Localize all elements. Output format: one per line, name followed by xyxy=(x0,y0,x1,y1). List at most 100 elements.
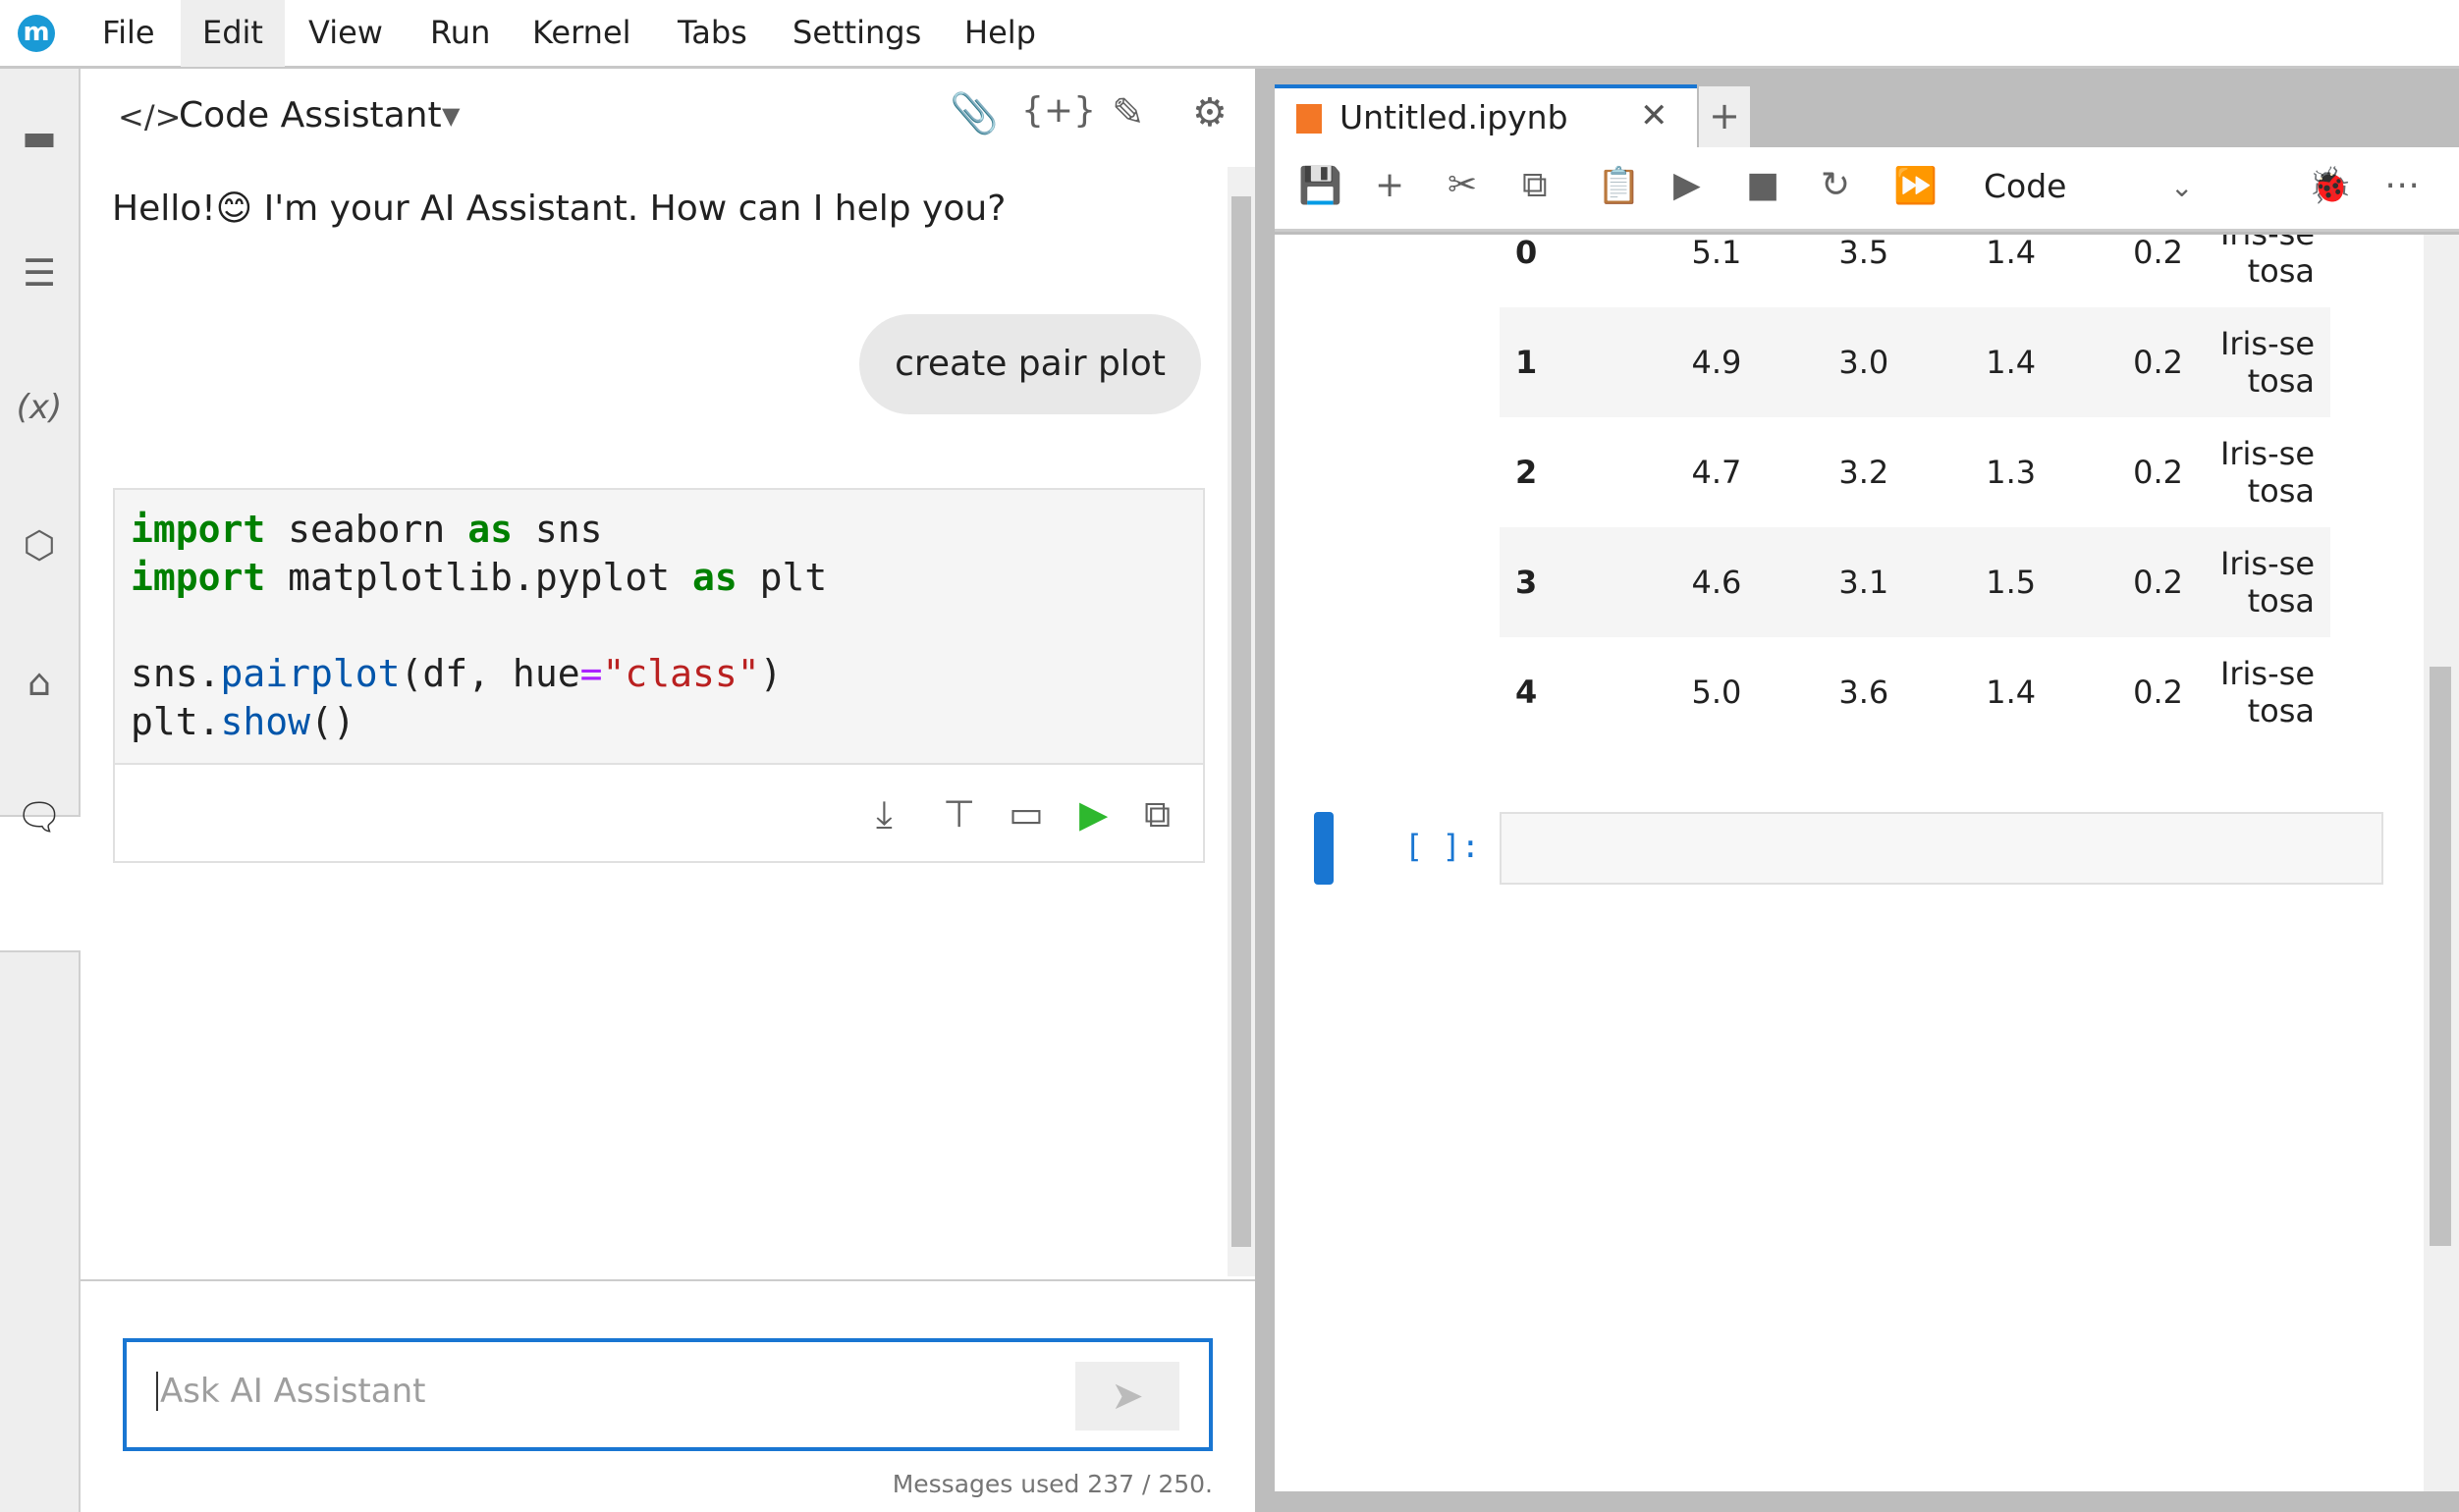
code-icon: </> xyxy=(118,98,182,135)
table-cell: 3.5 xyxy=(1838,235,1889,271)
notebook-toolbar: 💾 + ✂ ⧉ 📋 ▶ ■ ↻ ⏩ Code ⌄ 🐞 ⋯ xyxy=(1275,147,2459,232)
dataframe-table: 0 5.1 3.5 1.4 0.2 Iris-setosa 1 4.9 3.0 1.4 0.2 Iri… xyxy=(1500,235,2330,747)
send-button[interactable]: ➤ xyxy=(1075,1362,1179,1431)
table-row: 3 4.6 3.1 1.5 0.2 Iris-setosa xyxy=(1500,527,2330,637)
chat-input-placeholder: Ask AI Assistant xyxy=(156,1372,425,1411)
code-cell-input[interactable] xyxy=(1500,812,2383,885)
new-chat-icon[interactable]: ✎ xyxy=(1112,90,1145,135)
menu-settings[interactable]: Settings xyxy=(792,14,922,51)
table-row: 4 5.0 3.6 1.4 0.2 Iris-setosa xyxy=(1500,637,2330,747)
active-cell-marker xyxy=(1314,812,1334,885)
replace-cell-icon[interactable]: ▭ xyxy=(1009,792,1044,836)
row-index: 0 xyxy=(1515,235,1538,271)
table-cell: 1.3 xyxy=(1986,454,2037,491)
insert-above-icon[interactable]: ⊤ xyxy=(943,792,976,836)
code-content: import seaborn as sns import matplotlib.… xyxy=(131,508,828,743)
code-block: import seaborn as sns import matplotlib.… xyxy=(113,488,1205,863)
row-index: 4 xyxy=(1515,674,1538,711)
table-cell: Iris-setosa xyxy=(2219,545,2315,620)
table-cell: 4.6 xyxy=(1691,564,1742,601)
row-index: 3 xyxy=(1515,564,1538,601)
menu-edit[interactable]: Edit xyxy=(181,0,285,67)
chat-icon[interactable]: 🗨 xyxy=(15,795,64,838)
gear-icon[interactable]: ⚙ xyxy=(1192,90,1228,135)
copy-cell-icon[interactable]: ⧉ xyxy=(1522,165,1548,205)
chat-scrollbar-thumb[interactable] xyxy=(1231,196,1251,1247)
cell-prompt: [ ]: xyxy=(1404,828,1481,865)
variables-icon[interactable]: (x) xyxy=(16,388,63,427)
notebook-panel: Untitled.ipynb ✕ + 💾 + ✂ ⧉ 📋 ▶ ■ ↻ ⏩ Cod… xyxy=(1275,84,2459,1512)
app-logo: m xyxy=(18,15,55,52)
table-cell: 0.2 xyxy=(2133,564,2183,601)
divider xyxy=(81,1279,1255,1281)
folder-icon[interactable]: ▬ xyxy=(22,116,57,159)
extension-icon[interactable]: ⬡ xyxy=(23,523,56,567)
list-icon[interactable]: ☰ xyxy=(22,251,57,295)
menu-kernel[interactable]: Kernel xyxy=(532,14,631,51)
attach-icon[interactable]: 📎 xyxy=(950,91,999,136)
add-cell-icon[interactable]: + xyxy=(1375,165,1405,205)
table-cell: 4.7 xyxy=(1691,454,1742,491)
menu-tabs[interactable]: Tabs xyxy=(678,14,747,51)
add-context-icon[interactable]: {+} xyxy=(1021,90,1096,131)
menu-help[interactable]: Help xyxy=(964,14,1036,51)
cell-type-select[interactable]: Code xyxy=(1984,167,2067,205)
more-icon[interactable]: ⋯ xyxy=(2384,165,2420,205)
menu-view[interactable]: View xyxy=(308,14,383,51)
table-cell: 1.5 xyxy=(1986,564,2037,601)
table-cell: Iris-setosa xyxy=(2219,325,2315,400)
table-cell: 1.4 xyxy=(1986,235,2037,271)
table-cell: 3.0 xyxy=(1838,344,1889,381)
code-actions: ⤓ ⊤ ▭ ▶ ⧉ xyxy=(115,763,1203,861)
copy-icon[interactable]: ⧉ xyxy=(1144,792,1172,836)
table-cell: 5.1 xyxy=(1691,235,1742,271)
run-icon[interactable]: ▶ xyxy=(1079,792,1109,836)
assistant-title[interactable]: Code Assistant xyxy=(179,95,442,135)
robot-icon[interactable]: ⌂ xyxy=(27,661,52,704)
chat-panel: </> Code Assistant ▼ 📎 {+} ✎ ⚙ Hello!😊 I… xyxy=(81,69,1255,1512)
chat-input[interactable]: Ask AI Assistant ➤ xyxy=(123,1338,1213,1451)
table-cell: Iris-setosa xyxy=(2220,235,2315,290)
new-tab-button[interactable]: + xyxy=(1699,86,1750,147)
run-all-icon[interactable]: ⏩ xyxy=(1893,166,1938,206)
chevron-down-icon[interactable]: ⌄ xyxy=(2170,171,2194,203)
table-cell: 0.2 xyxy=(2133,344,2183,381)
table-cell: 0.2 xyxy=(2133,235,2183,271)
table-cell: 1.4 xyxy=(1986,344,2037,381)
sidebar-active-tab xyxy=(0,815,81,952)
notebook-scrollbar-thumb[interactable] xyxy=(2430,667,2451,1246)
table-cell: 1.4 xyxy=(1986,674,2037,711)
row-index: 1 xyxy=(1515,344,1538,381)
table-row: 2 4.7 3.2 1.3 0.2 Iris-setosa xyxy=(1500,417,2330,527)
close-tab-icon[interactable]: ✕ xyxy=(1640,96,1668,135)
run-cell-icon[interactable]: ▶ xyxy=(1673,165,1701,205)
chat-scrollbar[interactable] xyxy=(1228,167,1255,1276)
menu-file[interactable]: File xyxy=(102,14,155,51)
row-index: 2 xyxy=(1515,454,1538,491)
table-cell: 4.9 xyxy=(1691,344,1742,381)
table-row: 0 5.1 3.5 1.4 0.2 Iris-setosa xyxy=(1500,235,2330,307)
insert-below-icon[interactable]: ⤓ xyxy=(876,792,893,836)
assistant-greeting: Hello!😊 I'm your AI Assistant. How can I… xyxy=(112,189,1007,229)
save-icon[interactable]: 💾 xyxy=(1298,166,1342,206)
paste-icon[interactable]: 📋 xyxy=(1597,166,1641,206)
debug-icon[interactable]: 🐞 xyxy=(2308,166,2352,206)
table-cell: 3.2 xyxy=(1838,454,1889,491)
notebook-tab[interactable]: Untitled.ipynb ✕ xyxy=(1275,84,1697,147)
table-cell: 5.0 xyxy=(1691,674,1742,711)
menu-bar: m File Edit View Run Kernel Tabs Setting… xyxy=(0,0,2459,69)
menu-run[interactable]: Run xyxy=(430,14,491,51)
table-cell: 0.2 xyxy=(2133,454,2183,491)
table-row: 1 4.9 3.0 1.4 0.2 Iris-setosa xyxy=(1500,307,2330,417)
cut-icon[interactable]: ✂ xyxy=(1448,165,1478,205)
notebook-content: 0 5.1 3.5 1.4 0.2 Iris-setosa 1 4.9 3.0 1.4 0.2 Iri… xyxy=(1275,235,2459,1491)
tab-title: Untitled.ipynb xyxy=(1339,98,1568,136)
dropdown-caret-icon[interactable]: ▼ xyxy=(442,102,461,130)
left-sidebar: ▬ ☰ (x) ⬡ ⌂ 🗨 xyxy=(0,69,81,1512)
table-cell: 0.2 xyxy=(2133,674,2183,711)
restart-icon[interactable]: ↻ xyxy=(1821,165,1851,205)
stop-icon[interactable]: ■ xyxy=(1746,165,1780,205)
notebook-scrollbar[interactable] xyxy=(2424,235,2459,1491)
usage-text: Messages used 237 / 250. xyxy=(892,1470,1213,1498)
user-message: create pair plot xyxy=(859,314,1201,414)
